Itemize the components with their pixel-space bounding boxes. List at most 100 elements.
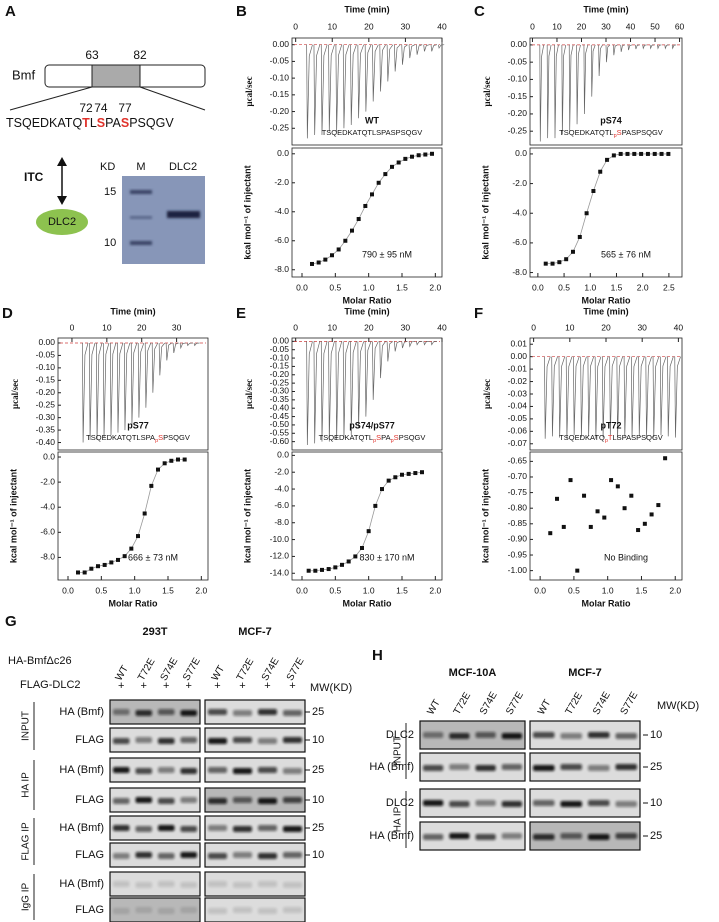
band [283, 907, 302, 913]
band [208, 908, 227, 914]
y-tick-label: -0.25 [270, 377, 290, 387]
data-point [615, 484, 620, 489]
band [158, 767, 175, 773]
peak [544, 356, 551, 439]
axis-title: Molar Ratio [581, 295, 631, 305]
band [158, 825, 175, 831]
sequence-part: p [614, 133, 617, 139]
data-point [313, 568, 318, 573]
band [180, 737, 197, 743]
band [283, 826, 302, 832]
band [233, 797, 252, 803]
band [180, 710, 197, 716]
peak [313, 341, 321, 444]
peak [394, 44, 401, 72]
band [113, 853, 130, 859]
band [283, 852, 302, 858]
plot-frame [291, 147, 443, 278]
y-tick-label: -4.0 [274, 483, 289, 493]
x-tick-label: 30 [601, 21, 611, 31]
x-tick-label: 2.0 [429, 282, 441, 292]
y-tick-label: -14.0 [270, 568, 290, 578]
row-label: DLC2 [386, 797, 414, 809]
data-point [649, 512, 654, 517]
row-label: HA (Bmf) [369, 830, 414, 842]
band [615, 801, 637, 807]
band [588, 834, 610, 840]
y-tick-label: -0.65 [508, 456, 528, 466]
band [233, 907, 252, 913]
peak [616, 356, 623, 439]
band [135, 710, 152, 716]
x-tick-label: 30 [401, 322, 411, 332]
mw-label: 25 [312, 706, 324, 718]
sample-name: pS74 [600, 115, 622, 125]
y-tick-label: -0.20 [270, 106, 290, 116]
data-point [595, 509, 600, 514]
band [501, 833, 522, 839]
data-point [666, 151, 671, 156]
band [258, 881, 277, 887]
peak [109, 342, 117, 436]
y-tick-label: -0.95 [508, 549, 528, 559]
data-point [430, 151, 434, 156]
x-tick-label: 10 [565, 322, 575, 332]
band [423, 834, 444, 840]
row-label: FLAG [75, 794, 104, 806]
data-point [350, 228, 354, 233]
sequence-part: S [394, 433, 399, 442]
band [475, 732, 496, 738]
band [283, 768, 302, 774]
y-tick-label: -0.85 [508, 518, 528, 528]
data-point [636, 528, 641, 533]
band [158, 881, 175, 887]
band [560, 833, 582, 839]
y-tick-label: -4.0 [512, 207, 527, 217]
y-tick-label: 0.0 [277, 148, 289, 158]
peak [664, 44, 669, 50]
row-label: FLAG [75, 849, 104, 861]
cell-line: 293T [142, 626, 167, 638]
peak [82, 342, 89, 443]
band [423, 800, 444, 806]
band [258, 709, 277, 715]
data-point [584, 211, 589, 216]
band [158, 709, 175, 715]
y-tick-label: -8.0 [274, 517, 289, 527]
data-point [629, 493, 634, 498]
peak [306, 341, 313, 445]
sequence-part: TSQEDKATQTLSPA [86, 433, 155, 442]
sequence-part: p [155, 438, 158, 444]
sequence-part: T [82, 116, 90, 130]
data-point [149, 483, 154, 488]
data-point [346, 559, 351, 564]
axis-title: Time (min) [583, 306, 628, 316]
data-point [410, 154, 414, 159]
axis-title: Time (min) [344, 306, 389, 316]
y-tick-label: -0.06 [508, 426, 528, 436]
peak [667, 356, 674, 437]
band [180, 768, 197, 774]
axis-title: Molar Ratio [342, 295, 392, 305]
peak [423, 44, 430, 52]
peak [594, 356, 602, 439]
sample-name: WT [365, 115, 379, 125]
y-tick-label: -0.15 [270, 89, 290, 99]
gel [122, 176, 205, 264]
sequence: TSQEDKATQTLpSPASPSQGV [559, 128, 663, 139]
band [158, 798, 175, 804]
axis-title: kcal mol⁻¹ of injectant [480, 469, 490, 563]
band [208, 853, 227, 859]
axis-title: kcal mol⁻¹ of injectant [480, 165, 490, 259]
x-tick-label: 0.5 [329, 585, 341, 595]
region [91, 64, 141, 88]
axis-title: Molar Ratio [342, 598, 392, 608]
y-tick-label: -0.05 [270, 56, 290, 66]
x-tick-label: 0.0 [62, 585, 74, 595]
row-label: HA (Bmf) [59, 706, 104, 718]
y-tick-label: -0.01 [508, 363, 528, 373]
plot-frame [291, 37, 443, 146]
band [135, 852, 152, 858]
data-point [543, 261, 548, 266]
data-point [591, 189, 596, 193]
